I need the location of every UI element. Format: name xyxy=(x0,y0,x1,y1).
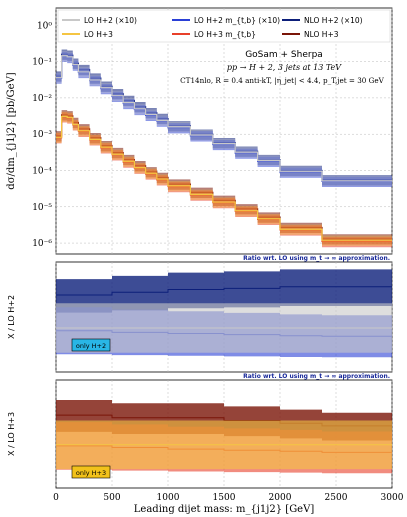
legend-entry: LO H+3 xyxy=(84,30,113,39)
ratio-panel-1-tag: only H+2 xyxy=(76,342,106,350)
ratio-panel-1-title: Ratio wrt. LO using m_t → ∞ approximatio… xyxy=(243,255,390,262)
cuts-label: CT14nlo, R = 0.4 anti-kT, |η_jet| < 4.4,… xyxy=(180,76,384,85)
y-tick-label: 10⁻¹ xyxy=(32,58,52,68)
y-tick-label: 10⁰ xyxy=(37,21,52,31)
main-panel-series xyxy=(56,49,392,248)
legend-box xyxy=(57,9,391,43)
y-tick-label: 10⁻³ xyxy=(32,130,52,140)
legend-entry: LO H+3 m_{t,b} xyxy=(194,30,256,39)
main-panel-y-ticks: 10⁻⁶ 10⁻⁵ 10⁻⁴ 10⁻³ 10⁻² 10⁻¹ 10⁰ xyxy=(32,21,52,249)
ratio-panel-2-tag-box xyxy=(71,465,111,479)
main-panel-grid xyxy=(55,8,393,254)
x-tick-label: 2500 xyxy=(325,493,348,503)
legend-entry: LO H+2 m_{t,b} (×10) xyxy=(194,16,280,25)
ratio-panel-2-title: Ratio wrt. LO using m_t → ∞ approximatio… xyxy=(243,373,390,380)
x-axis-ticks: 0 500 1000 1500 2000 2500 3000 xyxy=(53,493,404,503)
y-tick-label: 10⁻⁵ xyxy=(32,203,52,213)
ratio-panel-2-ylabel: X / LO H+3 xyxy=(7,412,16,456)
x-tick-label: 1500 xyxy=(213,493,236,503)
x-axis-label: Leading dijet mass: m_{j1j2} [GeV] xyxy=(134,504,315,515)
y-tick-label: 10⁻² xyxy=(32,94,52,104)
x-tick-label: 2000 xyxy=(269,493,292,503)
y-tick-label: 10⁻⁴ xyxy=(32,166,52,176)
ratio-panel-1-series xyxy=(56,269,392,358)
series-line xyxy=(56,115,392,241)
ratio-band xyxy=(56,269,392,313)
generator-label: GoSam + Sherpa xyxy=(245,50,323,60)
ratio-panel-2-series xyxy=(56,400,392,474)
ratio-line xyxy=(56,286,392,296)
main-panel-ylabel: dσ/dm_{j1j2} [pb/GeV] xyxy=(6,72,17,190)
legend-entry: LO H+2 (×10) xyxy=(84,16,137,25)
x-tick-label: 500 xyxy=(103,493,120,503)
x-tick-label: 0 xyxy=(53,493,59,503)
x-tick-label: 3000 xyxy=(381,493,404,503)
legend-entry: NLO H+2 (×10) xyxy=(304,16,363,25)
process-label: pp → H + 2, 3 jets at 13 TeV xyxy=(227,63,342,72)
x-tick-label: 1000 xyxy=(157,493,180,503)
legend-entry: NLO H+3 xyxy=(304,30,339,39)
series-line xyxy=(56,55,392,182)
legend: LO H+2 (×10) LO H+3 LO H+2 m_{t,b} (×10) LO… xyxy=(57,9,391,43)
ratio-panel-1-tag-box xyxy=(71,338,111,352)
ratio-panel-1-ylabel: X / LO H+2 xyxy=(7,295,16,339)
y-tick-label: 10⁻⁶ xyxy=(32,239,52,249)
ratio-panel-2-tag: only H+3 xyxy=(76,469,106,477)
